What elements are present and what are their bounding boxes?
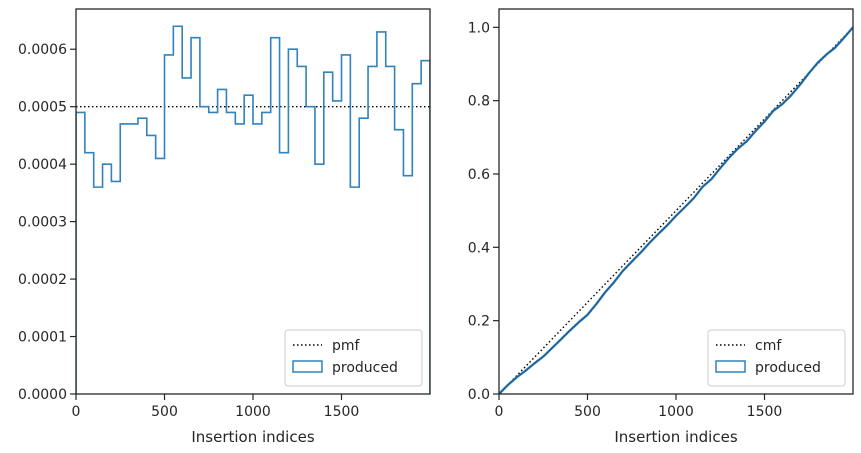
y-tick-label: 0.6: [468, 167, 490, 183]
x-tick-label: 500: [574, 404, 601, 420]
legend: cmf produced: [707, 329, 846, 387]
legend-cmf-label: cmf: [755, 338, 782, 354]
legend-produced-label: produced: [755, 360, 821, 376]
y-tick-label: 0.2: [468, 314, 490, 330]
y-tick-label: 1.0: [468, 20, 490, 36]
y-tick-label: 0.0: [468, 387, 490, 403]
legend-produced-label: produced: [332, 360, 398, 376]
x-tick-label: 1500: [324, 404, 360, 420]
x-tick-label: 1000: [235, 404, 271, 420]
x-tick-label: 1500: [747, 404, 783, 420]
x-axis-label: Insertion indices: [191, 428, 314, 446]
x-tick-label: 1000: [658, 404, 694, 420]
cmf-line-panel: 0 500 1000 1500 0.0 0.2 0.4 0.6 0.8 1.0 Insertion …: [468, 8, 854, 446]
x-tick-label: 0: [495, 404, 504, 420]
x-tick-label: 0: [72, 404, 81, 420]
y-tick-label: 0.0006: [18, 42, 67, 58]
y-tick-label: 0.8: [468, 94, 490, 110]
pmf-histogram-panel: 0 500 1000 1500 0.0000 0.0001 0.0002 0.0003 0.00…: [18, 8, 431, 446]
cmf-reference-line: [499, 26, 853, 394]
legend: pmf produced: [284, 329, 423, 387]
y-tick-label: 0.0004: [18, 157, 67, 173]
legend-produced-swatch: [292, 360, 323, 373]
produced-step-line: [76, 25, 430, 394]
x-tick-label: 500: [151, 404, 178, 420]
y-tick-label: 0.0001: [18, 330, 67, 346]
legend-pmf-label: pmf: [332, 338, 361, 354]
y-tick-label: 0.0000: [18, 387, 67, 403]
legend-produced-swatch: [715, 360, 746, 373]
y-tick-label: 0.0002: [18, 272, 67, 288]
y-tick-label: 0.0005: [18, 100, 67, 116]
y-tick-label: 0.4: [468, 240, 490, 256]
y-tick-label: 0.0003: [18, 215, 67, 231]
produced-cumulative-line-core: [499, 27, 853, 394]
x-axis-label: Insertion indices: [614, 428, 737, 446]
